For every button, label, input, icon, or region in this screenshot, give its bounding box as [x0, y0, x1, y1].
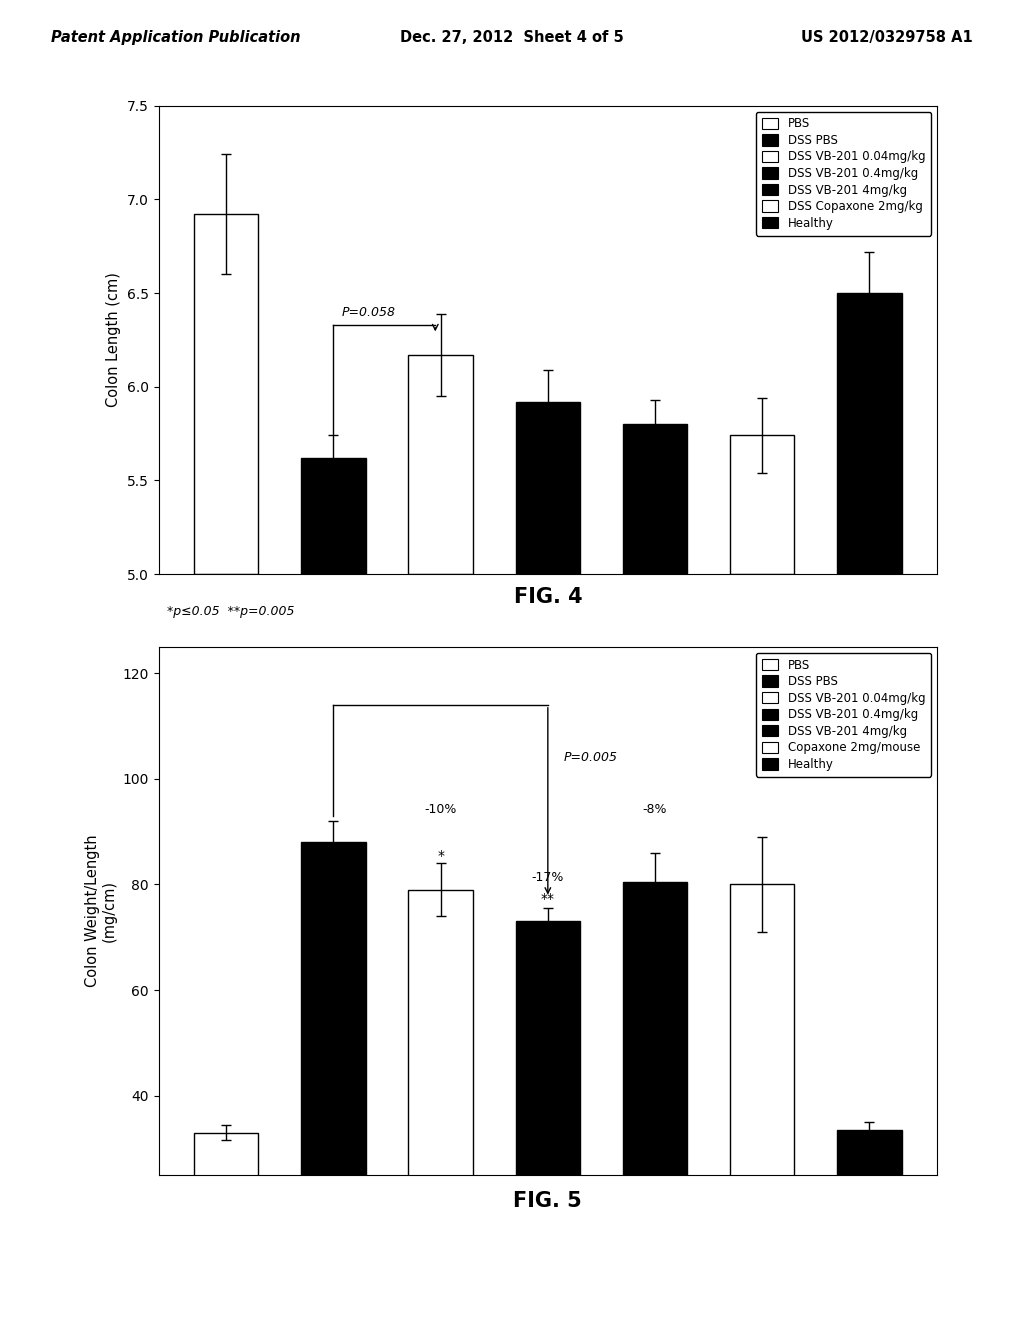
Text: P=0.058: P=0.058 — [342, 306, 396, 319]
Bar — [623, 424, 687, 574]
Text: Patent Application Publication: Patent Application Publication — [51, 30, 301, 45]
Text: P=0.005: P=0.005 — [564, 751, 617, 764]
Bar — [730, 436, 795, 574]
Text: US 2012/0329758 A1: US 2012/0329758 A1 — [801, 30, 973, 45]
Bar — [409, 355, 473, 574]
Text: *p≤0.05  **p=0.005: *p≤0.05 **p=0.005 — [167, 605, 294, 618]
Text: Dec. 27, 2012  Sheet 4 of 5: Dec. 27, 2012 Sheet 4 of 5 — [400, 30, 624, 45]
Text: *: * — [437, 849, 444, 863]
Bar — [838, 1130, 901, 1307]
Bar — [623, 882, 687, 1307]
Bar — [730, 884, 795, 1307]
Text: -10%: -10% — [425, 803, 457, 816]
Bar — [838, 293, 901, 574]
Legend: PBS, DSS PBS, DSS VB-201 0.04mg/kg, DSS VB-201 0.4mg/kg, DSS VB-201 4mg/kg, DSS : PBS, DSS PBS, DSS VB-201 0.04mg/kg, DSS … — [756, 111, 931, 235]
Bar — [301, 842, 366, 1307]
Bar — [516, 401, 580, 574]
Bar — [409, 890, 473, 1307]
Text: -8%: -8% — [643, 803, 668, 816]
Text: FIG. 4: FIG. 4 — [513, 587, 583, 607]
Bar — [195, 214, 258, 574]
Text: FIG. 5: FIG. 5 — [513, 1191, 583, 1210]
Bar — [516, 921, 580, 1307]
Y-axis label: Colon Length (cm): Colon Length (cm) — [106, 272, 122, 408]
Bar — [195, 1133, 258, 1307]
Y-axis label: Colon Weight/Length
(mg/cm): Colon Weight/Length (mg/cm) — [85, 834, 117, 987]
Legend: PBS, DSS PBS, DSS VB-201 0.04mg/kg, DSS VB-201 0.4mg/kg, DSS VB-201 4mg/kg, Copa: PBS, DSS PBS, DSS VB-201 0.04mg/kg, DSS … — [756, 652, 931, 776]
Text: **: ** — [541, 891, 555, 906]
Bar — [301, 458, 366, 574]
Text: -17%: -17% — [531, 871, 564, 884]
